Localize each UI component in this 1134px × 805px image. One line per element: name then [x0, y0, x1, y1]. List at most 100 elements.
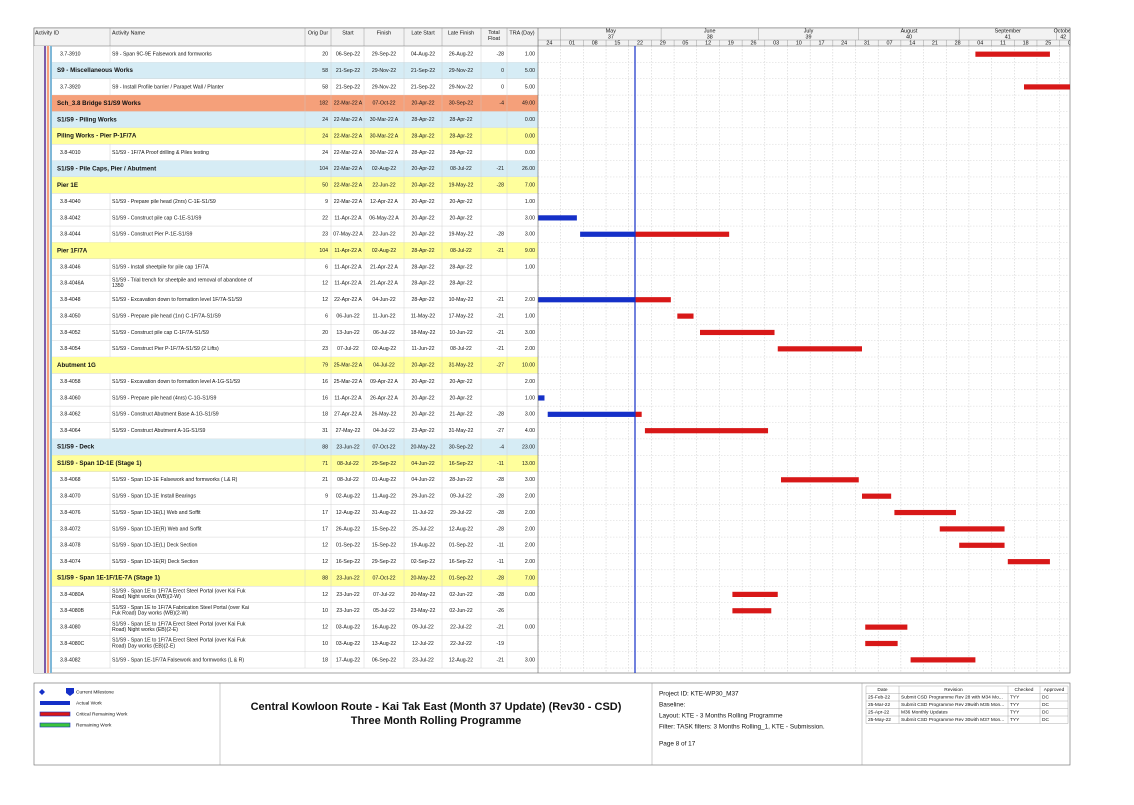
late-finish-cell: 30-Sep-22	[449, 444, 473, 450]
wbs-band	[52, 95, 538, 112]
start-cell: 16-Sep-22	[336, 559, 360, 565]
total-float-cell: -21	[497, 166, 505, 172]
id-cell: 3.8-4074	[60, 559, 81, 565]
start-cell: 25-Mar-22 A	[334, 379, 363, 385]
finish-cell: 29-Sep-22	[372, 559, 396, 565]
rev-cell: DC	[1042, 717, 1049, 723]
wbs-band	[52, 242, 538, 259]
name-cell: S1/S9 - Pile Caps, Pier / Abutment	[57, 165, 156, 172]
orig-dur-cell: 20	[322, 330, 328, 336]
orig-dur-cell: 12	[322, 297, 328, 303]
late-start-cell: 23-May-22	[411, 608, 436, 614]
week-number: 41	[1005, 34, 1011, 40]
id-cell: 3.8-4082	[60, 657, 81, 663]
day-label: 04	[977, 41, 983, 47]
orig-dur-cell: 16	[322, 395, 328, 401]
orig-dur-cell: 88	[322, 575, 328, 581]
tra-cell: 0.00	[525, 625, 535, 631]
finish-cell: 22-Jun-22	[372, 232, 395, 238]
late-start-cell: 20-Apr-22	[411, 395, 434, 401]
week-number: 37	[608, 34, 614, 40]
late-start-cell: 18-May-22	[411, 330, 436, 336]
name-cell: S1/S9 - Span 1E-1F/1E-7A (Stage 1)	[57, 575, 160, 582]
total-float-cell: -26	[497, 608, 505, 614]
finish-cell: 04-Jul-22	[373, 363, 395, 369]
start-cell: 03-Aug-22	[336, 641, 360, 647]
day-label: 28	[955, 41, 961, 47]
rev-cell: 25-Feb-22	[868, 695, 890, 701]
day-label: 15	[614, 41, 620, 47]
activity-table: 3.7-3910 S9 - Span 9C-9E Falsework and fo…	[52, 46, 538, 669]
day-label: 08	[592, 41, 598, 47]
orig-dur-cell: 12	[322, 625, 328, 631]
late-start-cell: 20-Apr-22	[411, 232, 434, 238]
legend-milestone	[39, 689, 45, 695]
total-float-cell: -4	[499, 101, 504, 107]
tra-cell: 49.00	[522, 101, 535, 107]
total-float-cell: -28	[497, 510, 505, 516]
total-float-cell: -19	[497, 641, 505, 647]
tra-cell: 3.00	[525, 330, 535, 336]
finish-cell: 07-Oct-22	[372, 101, 395, 107]
week-number: 38	[707, 34, 713, 40]
late-start-cell: 02-Sep-22	[411, 559, 435, 565]
layout: Layout: KTE - 3 Months Rolling Programme	[659, 713, 783, 720]
name-cell: S1/S9 - Construct Pier P-1E-S1/S9	[112, 232, 193, 238]
baseline: Baseline:	[659, 702, 686, 709]
id-cell: 3.8-4060	[60, 395, 81, 401]
orig-dur-cell: 18	[322, 412, 328, 418]
finish-cell: 02-Aug-22	[372, 346, 396, 352]
legend-label: Actual Work	[76, 700, 102, 706]
late-start-cell: 28-Apr-22	[411, 281, 434, 287]
orig-dur-cell: 9	[325, 494, 328, 500]
late-finish-cell: 01-Sep-22	[449, 575, 473, 581]
name-cell: S1/S9 - Prepare pile head (1nr) C-1F/7A-…	[112, 313, 221, 319]
tra-cell: 1.00	[525, 52, 535, 58]
remaining-bar	[777, 346, 862, 352]
name-cell: S1/S9 - Prepare pile head (2nrs) C-1E-S1…	[112, 199, 216, 205]
finish-cell: 04-Jul-22	[373, 428, 395, 434]
finish-cell: 11-Jun-22	[373, 313, 396, 319]
orig-dur-cell: 58	[322, 84, 328, 90]
orig-dur-cell: 10	[322, 641, 328, 647]
day-label: 26	[750, 41, 756, 47]
name-cell: S1/S9 - Piling Works	[57, 116, 117, 123]
tra-cell: 7.00	[525, 183, 535, 189]
name-cell: S1/S9 - Excavation down to formation lev…	[112, 379, 240, 385]
late-finish-cell: 31-May-22	[449, 363, 474, 369]
remaining-bar	[865, 640, 898, 647]
rev-cell: TYY	[1010, 710, 1020, 716]
late-finish-cell: 31-May-22	[449, 428, 474, 434]
orig-dur-cell: 22	[322, 215, 328, 221]
actual-bar	[538, 395, 545, 401]
total-float-cell: 0	[501, 68, 504, 74]
late-finish-cell: 28-Apr-22	[449, 264, 472, 270]
total-float-cell: -28	[497, 494, 505, 500]
late-start-cell: 04-Jun-22	[411, 477, 434, 483]
start-cell: 11-Apr-22 A	[334, 264, 362, 270]
total-float-cell: -27	[497, 428, 505, 434]
late-finish-cell: 28-Apr-22	[449, 133, 472, 139]
name-cell: Pier 1E	[57, 182, 78, 189]
finish-cell: 11-Aug-22	[372, 494, 396, 500]
total-float-cell: -28	[497, 575, 505, 581]
start-cell: 21-Sep-22	[336, 84, 360, 90]
id-cell: 3.7-3920	[60, 84, 81, 90]
start-cell: 06-Sep-22	[336, 52, 360, 58]
week-number: 42	[1060, 34, 1066, 40]
column-header: Total Float	[488, 30, 500, 42]
start-cell: 11-Apr-22 A	[334, 395, 362, 401]
finish-cell: 29-Sep-22	[372, 461, 396, 467]
orig-dur-cell: 79	[322, 363, 328, 369]
finish-cell: 31-Aug-22	[372, 510, 396, 516]
start-cell: 26-Aug-22	[336, 526, 360, 532]
remaining-bar	[635, 297, 671, 303]
name-cell: S1/S9 - Deck	[57, 444, 95, 451]
column-header: Activity Name	[112, 30, 145, 36]
day-label: 12	[705, 41, 711, 47]
finish-cell: 13-Aug-22	[372, 641, 396, 647]
late-start-cell: 29-Jun-22	[411, 494, 434, 500]
late-start-cell: 20-Apr-22	[411, 166, 434, 172]
id-cell: 3.8-4052	[60, 330, 81, 336]
